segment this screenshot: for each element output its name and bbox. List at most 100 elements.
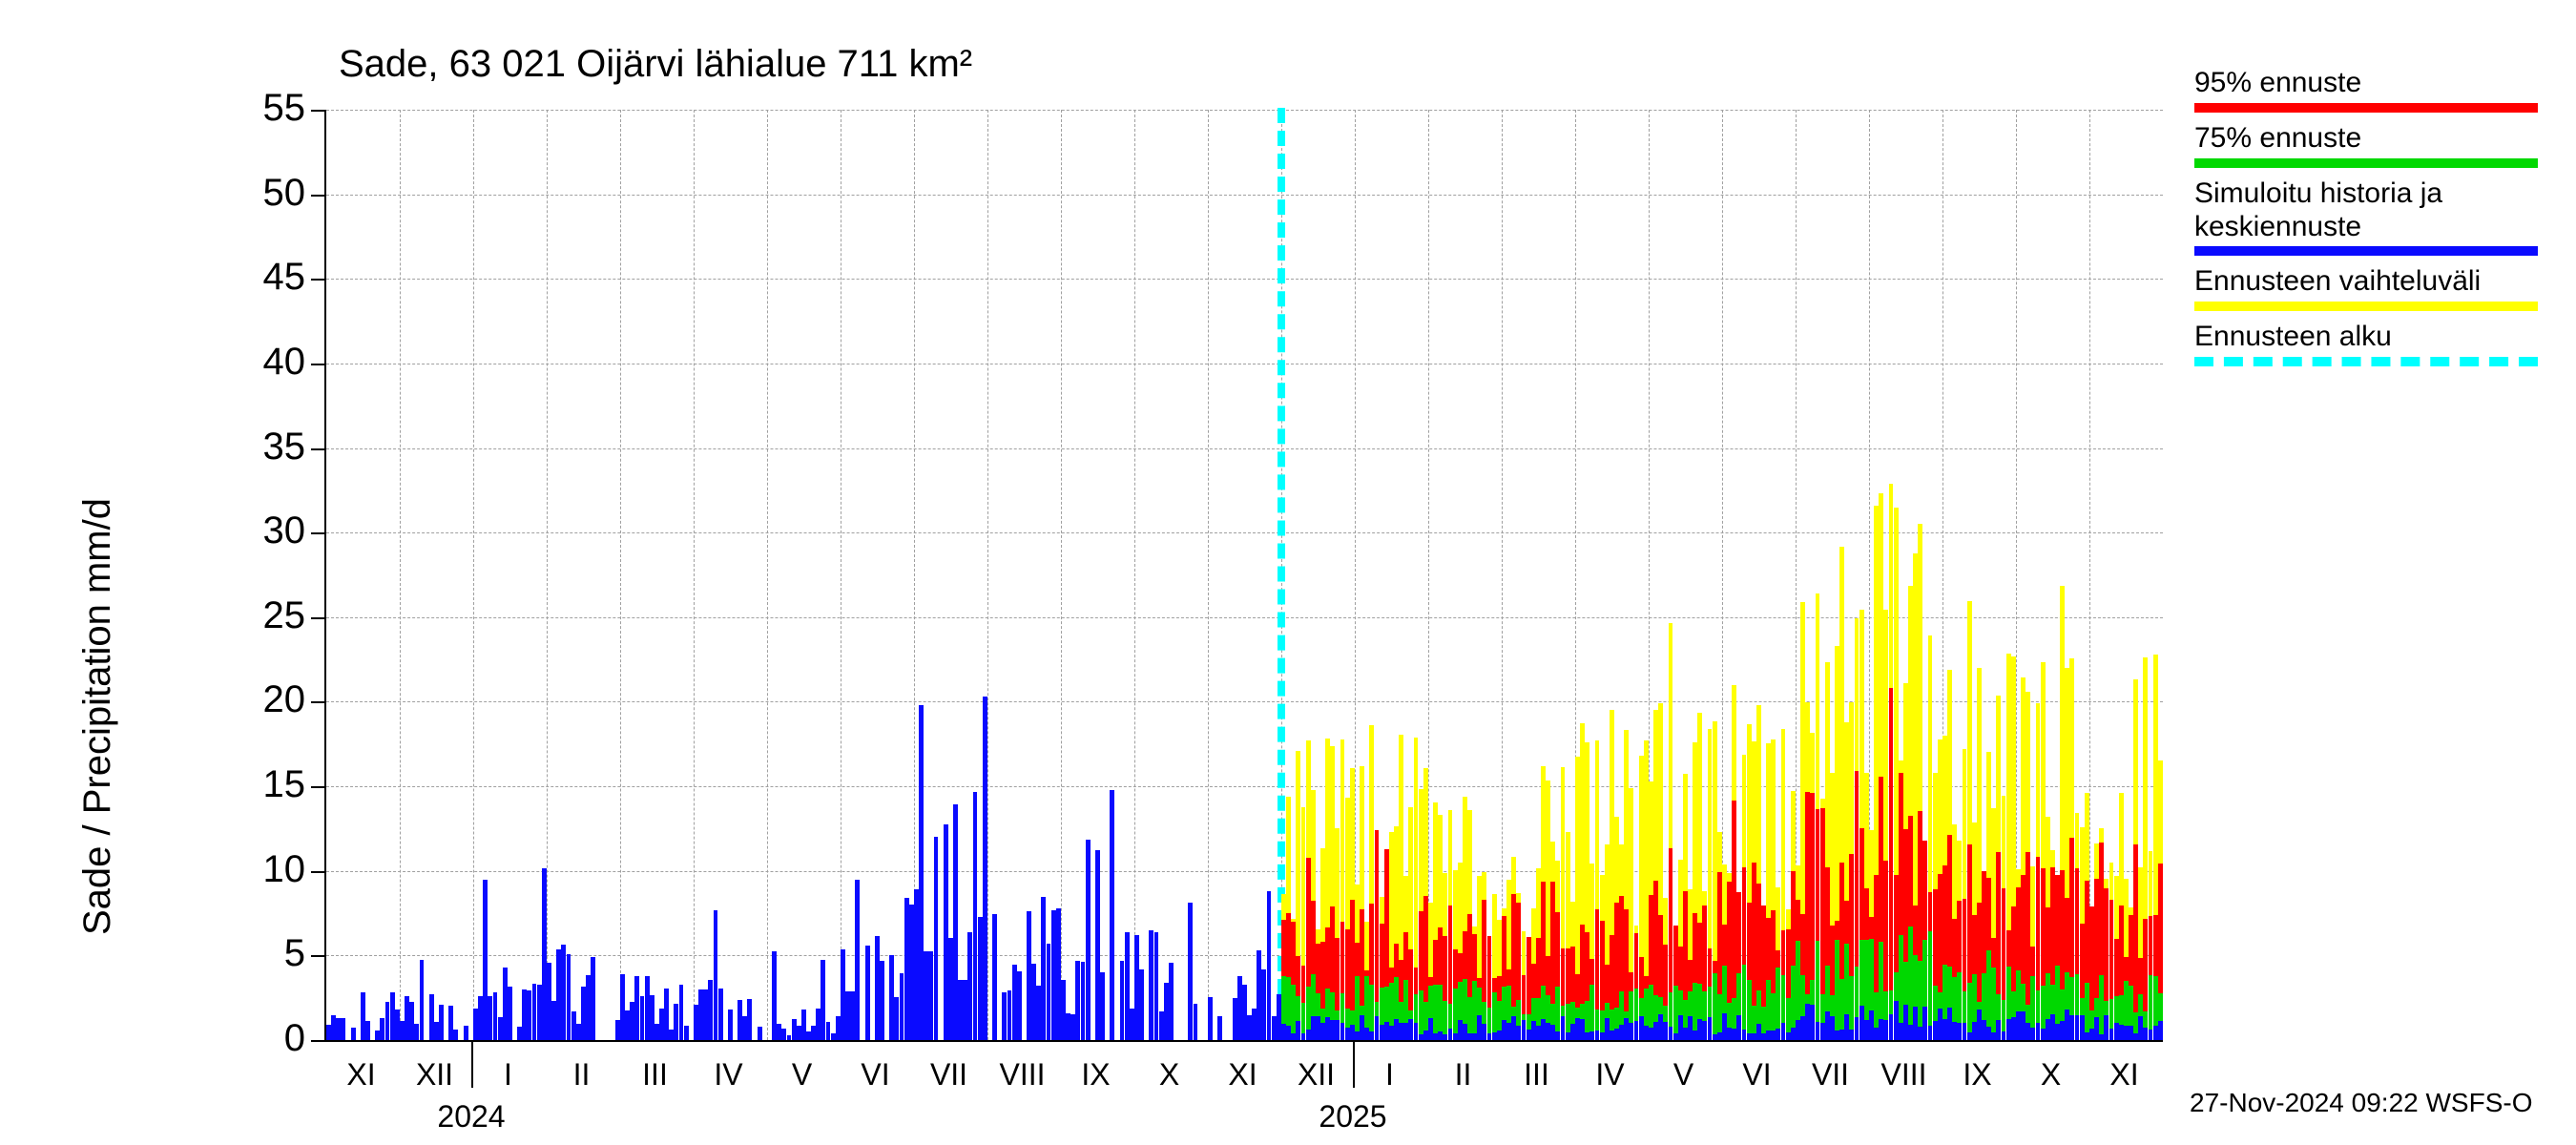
data-bar (1693, 1030, 1697, 1040)
data-bar (1261, 969, 1266, 1040)
x-tick-label: VII (930, 1057, 967, 1093)
y-tick-mark (311, 448, 324, 450)
data-bar (1967, 1032, 1972, 1040)
data-bar (2153, 1026, 2158, 1040)
data-bar (581, 987, 586, 1040)
data-bar (1766, 1030, 1771, 1040)
y-axis-label: Sade / Precipitation mm/d (76, 498, 119, 935)
x-tick-label: X (2041, 1057, 2061, 1093)
x-tick-label: XI (1228, 1057, 1257, 1093)
gridline-v (1061, 110, 1062, 1040)
data-bar (792, 1019, 797, 1040)
data-bar (361, 992, 365, 1040)
data-bar (1922, 1007, 1927, 1040)
data-bar (865, 946, 870, 1040)
data-bar (801, 1010, 806, 1041)
data-bar (1683, 1028, 1688, 1040)
year-tick (1353, 1040, 1355, 1088)
data-bar (758, 1027, 762, 1040)
y-tick-mark (311, 364, 324, 365)
data-bar (1986, 1027, 1991, 1040)
data-bar (1938, 1009, 1942, 1040)
x-tick-label: VII (1812, 1057, 1849, 1093)
legend-label: Ennusteen vaihteluväli (2194, 265, 2481, 299)
data-bar (1306, 1030, 1311, 1040)
data-bar (390, 992, 395, 1040)
data-bar (2133, 1033, 2138, 1040)
data-bar (2124, 1026, 2129, 1040)
data-bar (615, 1020, 620, 1040)
gridline-v (2089, 110, 2090, 1040)
legend-label: 95% ennuste (2194, 67, 2361, 100)
data-bar (1864, 1020, 1869, 1040)
data-bar (1566, 1032, 1570, 1040)
data-bar (1619, 1025, 1624, 1040)
x-tick-label: XII (1298, 1057, 1335, 1093)
data-bar (1830, 1016, 1835, 1041)
data-bar (1482, 1024, 1486, 1040)
y-tick-label: 0 (248, 1017, 305, 1060)
data-bar (1874, 1028, 1879, 1040)
data-bar (351, 1028, 356, 1040)
data-bar (967, 932, 972, 1040)
data-bar (1443, 1034, 1447, 1040)
y-tick-label: 40 (248, 341, 305, 384)
data-bar (1002, 992, 1007, 1040)
data-bar (875, 936, 880, 1040)
y-tick-mark (311, 786, 324, 788)
data-bar (1736, 1015, 1741, 1040)
legend-label: 75% ennuste (2194, 122, 2361, 156)
data-bar (992, 914, 997, 1040)
data-bar (1286, 1026, 1291, 1040)
gridline-v (987, 110, 988, 1040)
x-tick-label: IX (1081, 1057, 1110, 1093)
data-bar (1747, 1033, 1752, 1040)
data-bar (2085, 1032, 2089, 1040)
data-bar (1130, 1009, 1134, 1040)
x-tick-label: XI (2109, 1057, 2138, 1093)
y-tick-mark (311, 955, 324, 957)
data-bar (1713, 973, 1717, 1040)
data-bar (983, 697, 987, 1040)
y-tick-mark (311, 195, 324, 197)
y-tick-mark (311, 110, 324, 112)
gridline-v (767, 110, 768, 1040)
data-bar (836, 1016, 841, 1040)
data-bar (1653, 1022, 1658, 1040)
x-tick-label: I (1385, 1057, 1394, 1093)
data-bar (1110, 790, 1114, 1040)
data-bar (855, 880, 860, 1040)
data-bar (1433, 1033, 1438, 1040)
data-bar (1756, 1024, 1761, 1041)
x-tick-label: II (1455, 1057, 1472, 1093)
x-tick-label: IV (1595, 1057, 1624, 1093)
data-bar (464, 1026, 468, 1040)
plot-area (324, 110, 2163, 1042)
data-bar (1536, 1026, 1541, 1040)
data-bar (341, 1018, 345, 1040)
data-bar (405, 996, 409, 1040)
x-tick-label: VI (1742, 1057, 1771, 1093)
data-bar (904, 898, 909, 1040)
data-bar (1252, 1009, 1257, 1040)
legend-swatch (2194, 103, 2538, 113)
x-tick-label: XII (416, 1057, 453, 1093)
data-bar (718, 989, 723, 1040)
data-bar (1149, 930, 1153, 1040)
data-bar (625, 1010, 630, 1041)
y-tick-mark (311, 532, 324, 534)
data-bar (1095, 850, 1100, 1040)
gridline-v (1134, 110, 1135, 1040)
gridline-h (326, 532, 2163, 533)
gridline-v (1428, 110, 1429, 1040)
legend-swatch (2194, 158, 2538, 168)
data-bar (365, 1021, 370, 1040)
gridline-v (547, 110, 548, 1040)
data-bar (1208, 997, 1213, 1040)
data-bar (1957, 1023, 1962, 1040)
data-bar (439, 1005, 444, 1040)
data-bar (527, 990, 531, 1040)
y-tick-label: 55 (248, 87, 305, 130)
data-bar (1066, 1013, 1070, 1040)
data-bar (331, 1015, 336, 1040)
